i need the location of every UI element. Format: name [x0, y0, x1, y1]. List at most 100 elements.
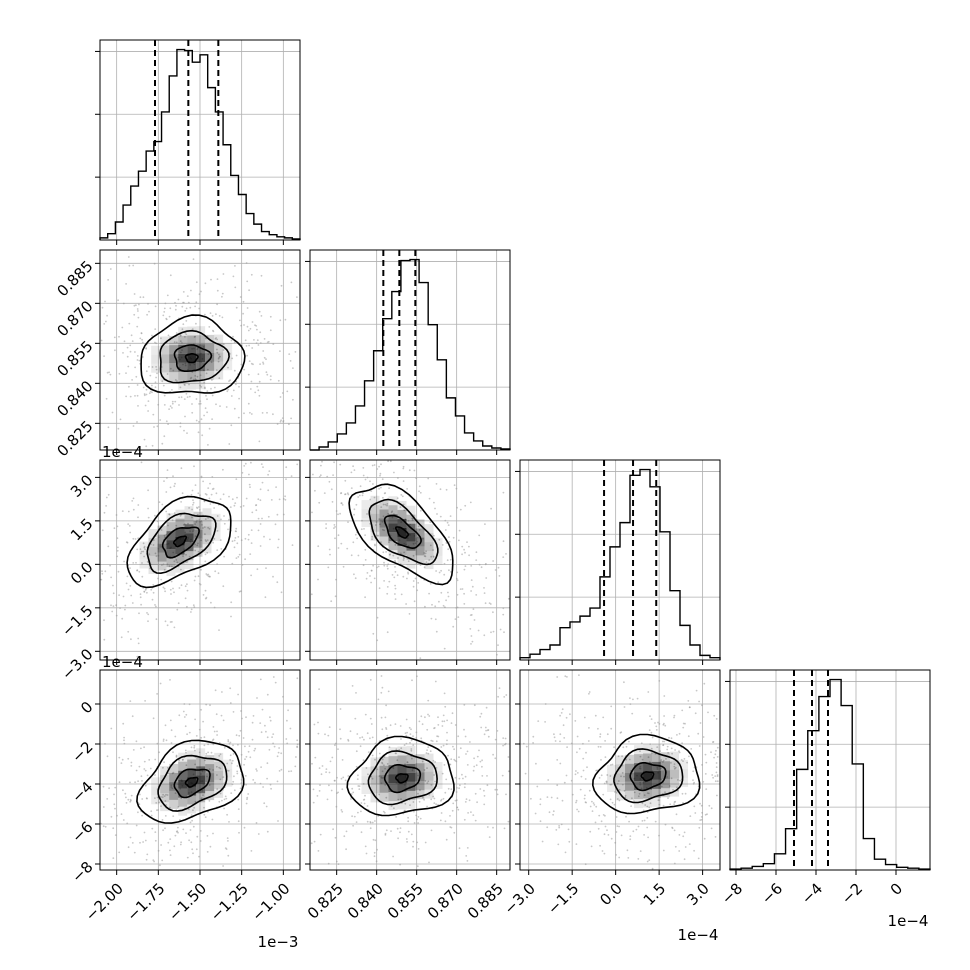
scatter-point	[663, 740, 666, 743]
scatter-point	[198, 751, 201, 754]
scatter-point	[463, 818, 466, 821]
scatter-point	[677, 779, 679, 781]
scatter-point	[129, 700, 132, 702]
scatter-point	[186, 733, 189, 736]
density-cell	[379, 500, 389, 510]
scatter-point	[146, 853, 149, 856]
density-cell	[178, 353, 188, 363]
scatter-point	[430, 783, 433, 786]
density-cell	[616, 791, 626, 801]
scatter-point	[186, 560, 189, 563]
scatter-point	[601, 850, 604, 852]
scatter-point	[238, 734, 241, 737]
scatter-point	[575, 799, 578, 802]
scatter-point	[233, 546, 236, 549]
scatter-point	[563, 781, 566, 784]
scatter-point	[469, 501, 472, 504]
scatter-point	[697, 857, 700, 860]
scatter-point	[480, 726, 483, 729]
scatter-point	[189, 829, 192, 831]
density-cell	[643, 789, 653, 799]
scatter-point	[220, 548, 223, 550]
scatter-point	[312, 801, 315, 804]
scatter-point	[419, 564, 422, 566]
density-cell	[361, 509, 371, 519]
scatter-point	[409, 804, 411, 806]
y-tick-label: −2	[68, 738, 96, 766]
scatter-point	[109, 564, 111, 567]
scatter-point	[318, 767, 321, 769]
scatter-point	[396, 827, 399, 830]
scatter-point	[107, 545, 110, 548]
scatter-point	[453, 831, 456, 834]
scatter-point	[227, 739, 230, 741]
scatter-point	[386, 504, 388, 507]
scatter-point	[103, 511, 106, 514]
scatter-point	[223, 515, 225, 517]
scatter-point	[205, 596, 208, 599]
x-tick-label: 3.0	[683, 880, 713, 910]
scatter-point	[468, 554, 470, 557]
scatter-point	[234, 286, 237, 289]
scatter-point	[146, 774, 149, 777]
scatter-point	[621, 755, 623, 758]
scatter-point	[229, 759, 232, 761]
scatter-point	[413, 822, 416, 824]
scatter-point	[117, 570, 120, 573]
scatter-point	[425, 550, 427, 553]
scatter-point	[245, 802, 248, 805]
scatter-point	[312, 473, 314, 476]
scatter-point	[362, 564, 365, 567]
scatter-point	[214, 689, 217, 692]
scatter-point	[375, 860, 378, 863]
scatter-point	[265, 567, 267, 569]
scatter-point	[278, 747, 280, 749]
scatter-point	[355, 765, 358, 768]
scatter-point	[618, 856, 621, 859]
scatter-point	[539, 820, 542, 823]
scatter-point	[362, 467, 365, 469]
scatter-point	[648, 792, 650, 795]
scatter-point	[539, 803, 542, 806]
density-cell	[379, 527, 389, 537]
scatter-point	[327, 734, 330, 737]
scatter-point	[441, 720, 444, 723]
x-tick-label: 0.885	[464, 880, 507, 923]
scatter-point	[226, 837, 229, 839]
scatter-point	[700, 804, 703, 807]
scatter-point	[603, 833, 606, 836]
density-cell	[652, 779, 662, 789]
scatter-point	[560, 823, 563, 826]
scatter-point	[199, 583, 202, 586]
scatter-point	[179, 819, 181, 821]
scatter-point	[231, 562, 234, 565]
scatter-point	[154, 381, 157, 384]
scatter-point	[170, 580, 173, 583]
density-cell	[178, 806, 188, 816]
scatter-point	[710, 807, 713, 810]
scatter-point	[111, 411, 114, 414]
scatter-point	[122, 722, 125, 725]
scatter-point	[378, 752, 381, 755]
scatter-point	[148, 310, 150, 313]
scatter-point	[228, 518, 230, 521]
scatter-point	[243, 412, 245, 415]
scatter-point	[199, 521, 201, 523]
scatter-point	[492, 630, 495, 633]
scatter-point	[486, 826, 489, 828]
density-cell	[178, 770, 188, 780]
scatter-point	[250, 461, 252, 464]
scatter-point	[701, 764, 703, 766]
scatter-point	[440, 746, 443, 748]
scatter-point	[458, 787, 460, 790]
scatter-point	[604, 740, 606, 742]
density-cell	[196, 380, 206, 390]
scatter-point	[179, 422, 182, 424]
scatter-point	[445, 488, 448, 491]
scatter-point	[456, 806, 458, 809]
scatter-point	[231, 498, 234, 501]
scatter-point	[584, 794, 586, 797]
scatter-point	[193, 579, 196, 582]
scatter-point	[385, 704, 387, 707]
scatter-point	[705, 761, 708, 764]
